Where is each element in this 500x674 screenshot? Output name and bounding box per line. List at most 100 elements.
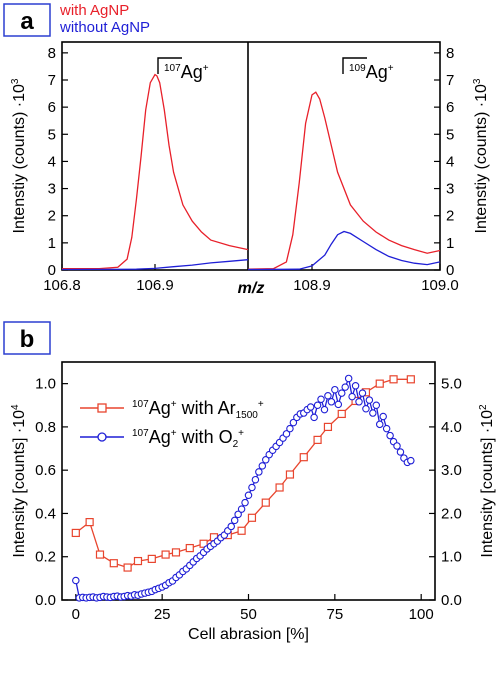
peak-element: Ag [366,62,388,82]
panel-b-point-circle [355,398,363,406]
panel-b-point-square [389,375,398,384]
legend-mass: 107 [132,399,149,410]
panel-b-ytick-label-right: 4.0 [441,419,462,436]
panel-b-point-circle [234,510,242,519]
panel-a-ytick-label-right: 5 [446,126,454,143]
legend-text: with Ar [177,398,236,418]
panel-b-point-circle [241,498,249,507]
panel-b-point-circle [310,413,318,422]
panel-b-point-circle [289,418,298,427]
panel-a-ylabel-left: Intenstiy (counts) ·103 [10,78,28,233]
panel-b-point-circle [258,462,267,470]
panel-b-point-circle [313,401,322,410]
panel-b-point-circle [306,403,315,411]
panel-b-legend-label: 107Ag+ with O2+ [132,427,244,450]
panel-b-point-square [261,498,270,507]
legend-subscript: 2 [233,439,239,450]
panel-b-point-square [95,550,105,559]
panel-a-ytick-label-left: 6 [48,99,56,116]
panel-b-point-circle [348,392,356,401]
panel-a-series-line [62,73,249,270]
panel-b-point-circle [372,401,381,410]
panel-b-point-square [123,563,132,572]
panel-a-ylabel-right-exponent: 3 [472,78,483,84]
legend-with-agnp: with AgNP [59,2,129,19]
panel-a-xtick-label: 106.8 [43,277,81,294]
panel-b-ylabel-right: Intensity [counts] ·102 [478,404,496,558]
panel-b-ytick-label-left: 0.8 [35,419,56,436]
panel-b-point-circle [334,400,343,409]
panel-b-xtick-label: 0 [72,606,80,623]
panel-a-series-line [247,230,441,271]
panel-a-label: a [20,8,34,35]
panel-b: b 0.0 0.2 0.4 0.6 0.8 1.0 0.0 1.0 2.0 3.0 4.0 5.0 0 2… [3,321,496,643]
panel-b-legend-label: 107Ag+ with Ar1500+ [132,398,264,421]
legend-text: with O [177,427,233,447]
panel-b-point-square [161,550,170,559]
panel-b-point-circle [358,389,367,397]
panel-b-xtick-label: 75 [326,606,343,623]
peak-charge: + [203,63,209,74]
panel-a-peak-bracket [157,57,182,74]
legend-element: Ag [149,398,171,418]
panel-b-point-circle [369,409,377,417]
panel-b-point-circle [407,456,415,465]
panel-b-point-circle [230,516,239,525]
panel-a-series-line [247,91,441,270]
panel-a-plot: 0 0 1 1 2 2 3 3 4 4 5 5 6 6 7 7 8 8 Intenstiy (counts) ·10… [10,41,490,297]
panel-b-point-square [171,548,181,557]
panel-b-point-circle [341,383,349,391]
panel-b-ytick-label-left: 0.4 [35,505,56,522]
panel-b-point-circle [320,405,329,414]
panel-b-point-circle [337,389,346,397]
legend-without-agnp: without AgNP [59,19,150,36]
panel-a-xtick-label: 106.9 [136,277,174,294]
panel-b-point-circle [255,468,263,476]
panel-b-point-square [313,435,322,444]
panel-a-ytick-label-left: 8 [48,45,56,62]
panel-b-point-circle [237,505,246,513]
legend-charge: + [171,428,177,439]
panel-a-peak-annotation: 107Ag+ [164,62,209,82]
panel-a-ytick-label-right: 7 [446,72,454,89]
panel-a-ytick-label-left: 5 [48,126,56,143]
panel-b-point-circle [248,483,256,492]
panel-a-ytick-label-right: 6 [446,99,454,116]
legend-superscript: + [238,428,244,439]
panel-b-legend-marker [97,432,107,442]
panel-b-ytick-label-right: 5.0 [441,376,462,393]
panel-b-point-square [109,559,118,568]
panel-a-ylabel-left-exponent: 3 [10,78,21,84]
panel-b-point-circle [344,374,353,383]
panel-a-xtick-label: 109.0 [421,277,459,294]
peak-element: Ag [181,62,203,82]
panel-b-point-circle [286,424,294,433]
panel-a-ytick-label-left: 2 [48,208,56,225]
panel-b-point-square [323,422,333,432]
panel-b-xtick-label: 25 [154,606,171,623]
panel-b-ytick-label-left: 0.2 [35,549,56,566]
panel-a-peak-bracket [342,57,367,74]
panel-b-point-circle [327,398,336,406]
panel-b-point-square [237,526,246,535]
panel-a-ylabel-right: Intenstiy (counts) ·103 [472,78,490,233]
panel-b-point-square [85,518,94,527]
panel-b-label: b [20,326,35,353]
panel-a-ytick-label-right: 3 [446,181,454,198]
panel-b-ytick-label-right: 3.0 [441,462,462,479]
panel-b-point-square [299,453,308,462]
panel-b-ylabel-left-exponent: 4 [10,404,21,410]
panel-a-label-box [3,3,51,37]
panel-b-xtick-label: 100 [409,606,434,623]
panel-b-point-circle [317,395,325,403]
panel-a-ytick-label-left: 4 [48,153,56,170]
peak-mass: 107 [164,63,181,74]
panel-b-point-square [337,409,346,419]
panel-b-legend-marker [97,403,107,413]
panel-a-xlabel: m/z [238,280,265,297]
panel-b-point-circle [244,491,253,500]
panel-b-point-circle [382,424,391,433]
panel-b-ytick-label-right: 0.0 [441,592,462,609]
panel-b-point-circle [393,442,401,450]
